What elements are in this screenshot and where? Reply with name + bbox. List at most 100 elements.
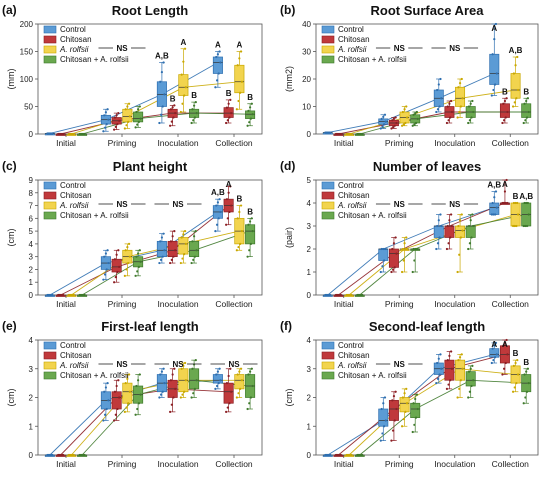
data-point xyxy=(193,104,196,107)
data-point xyxy=(505,178,508,182)
data-point xyxy=(467,121,470,125)
data-point xyxy=(383,113,387,116)
data-point xyxy=(471,364,474,367)
data-point xyxy=(217,217,220,220)
data-point xyxy=(404,121,407,125)
data-point xyxy=(439,213,442,216)
data-point xyxy=(522,121,525,125)
data-point xyxy=(458,356,462,359)
data-point xyxy=(174,249,177,252)
data-point xyxy=(411,270,414,274)
data-point xyxy=(158,261,161,265)
y-tick-label: 1 xyxy=(29,278,34,287)
data-point xyxy=(495,353,498,356)
data-point xyxy=(527,213,530,216)
data-point xyxy=(236,373,239,376)
data-point xyxy=(225,106,229,109)
data-point xyxy=(193,387,197,390)
data-point xyxy=(448,354,451,357)
box xyxy=(465,225,476,238)
data-point xyxy=(390,270,393,274)
data-point xyxy=(126,245,129,249)
data-point xyxy=(471,213,474,216)
legend-label: Chitosan + A. rolfsii xyxy=(338,211,407,220)
data-point xyxy=(248,249,251,252)
legend-swatch xyxy=(321,55,335,64)
x-tick-label: Priming xyxy=(108,459,137,469)
data-point xyxy=(436,224,439,228)
y-tick-label: 4 xyxy=(307,336,312,345)
x-tick-label: Initial xyxy=(334,138,354,148)
data-point xyxy=(173,367,176,370)
data-point xyxy=(160,370,163,373)
data-point xyxy=(470,384,473,388)
data-point xyxy=(239,387,242,390)
data-point xyxy=(214,230,217,233)
significance-label: A xyxy=(502,340,508,349)
data-point xyxy=(249,117,253,120)
box xyxy=(223,382,234,404)
data-point xyxy=(250,102,253,105)
data-point xyxy=(360,453,363,457)
data-point xyxy=(467,370,471,373)
data-point xyxy=(125,406,128,409)
data-point xyxy=(437,219,440,222)
data-point xyxy=(227,191,230,194)
data-point xyxy=(405,236,408,239)
data-point xyxy=(125,268,128,271)
data-point xyxy=(115,253,118,256)
x-tick-label: Priming xyxy=(108,138,137,148)
data-point xyxy=(225,121,228,125)
data-point xyxy=(506,110,509,114)
data-point xyxy=(438,105,441,108)
data-point xyxy=(163,93,166,96)
data-point xyxy=(505,97,508,100)
data-point xyxy=(391,399,394,402)
significance-label: A xyxy=(491,24,497,33)
y-tick-label: 9 xyxy=(29,176,34,185)
data-point xyxy=(113,281,116,284)
data-point xyxy=(159,393,163,396)
data-point xyxy=(495,206,498,209)
data-point xyxy=(501,373,504,376)
data-point xyxy=(491,201,494,205)
data-point xyxy=(50,132,53,135)
data-point xyxy=(401,396,405,399)
data-point xyxy=(70,132,73,136)
data-point xyxy=(526,97,529,100)
data-point xyxy=(59,293,62,297)
trend-line xyxy=(327,207,495,296)
legend-label: Control xyxy=(338,341,364,350)
data-point xyxy=(237,392,240,395)
data-point xyxy=(392,242,396,245)
data-point xyxy=(250,367,253,370)
y-tick-label: 3 xyxy=(29,365,34,374)
panel-1: (a) Root Length (mm) 0 50 100 150 200 Initial Pri… xyxy=(2,3,263,148)
data-point xyxy=(524,396,527,399)
data-point xyxy=(225,198,229,201)
legend-label: Control xyxy=(338,25,364,34)
data-point xyxy=(115,384,118,388)
box xyxy=(455,359,466,381)
legend-swatch xyxy=(43,341,57,350)
data-point xyxy=(81,132,84,136)
data-point xyxy=(403,392,406,395)
x-tick-label: Collection xyxy=(492,299,530,309)
data-point xyxy=(104,252,107,255)
data-point xyxy=(503,99,507,103)
trend-line xyxy=(71,81,240,135)
y-axis-label: (cm) xyxy=(6,389,16,407)
x-tick-label: Priming xyxy=(385,299,414,309)
data-point xyxy=(461,229,464,232)
trend-line xyxy=(60,388,229,456)
data-point xyxy=(458,110,461,114)
data-point xyxy=(467,224,471,228)
data-point xyxy=(335,132,338,136)
data-point xyxy=(217,72,220,75)
data-point xyxy=(514,361,517,365)
data-point xyxy=(172,255,175,258)
data-point xyxy=(492,88,495,92)
data-point xyxy=(138,105,141,108)
data-point xyxy=(116,407,119,411)
